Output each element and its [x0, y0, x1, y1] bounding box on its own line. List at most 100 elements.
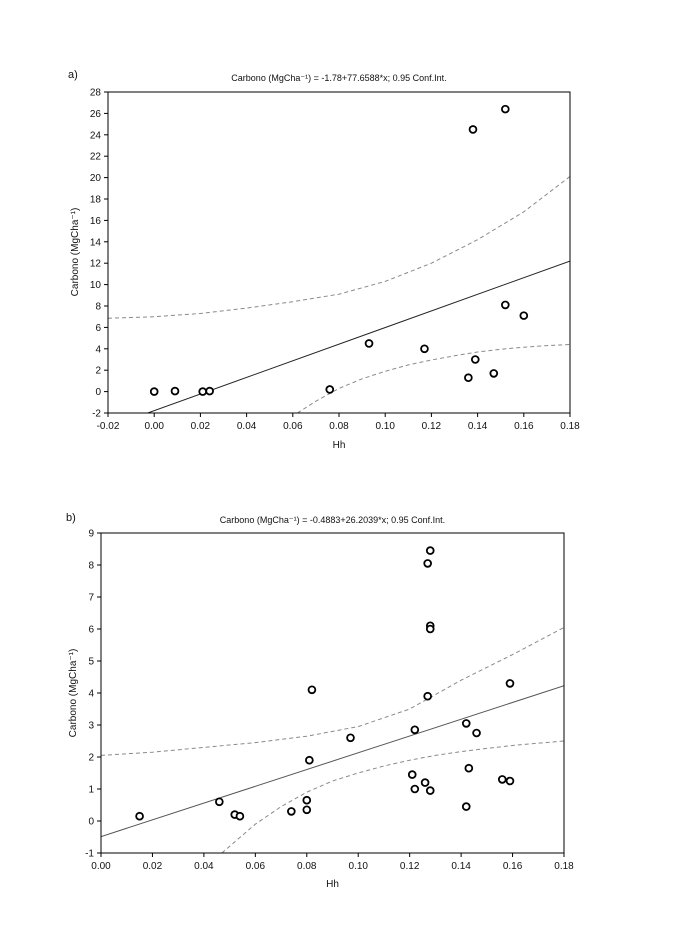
- x-tick-label: 0.14: [468, 421, 488, 432]
- data-point: [235, 811, 245, 821]
- y-tick-label: 24: [90, 130, 102, 141]
- panel-label: b): [66, 512, 76, 524]
- y-axis-label: Carbono (MgCha⁻¹): [70, 208, 81, 297]
- data-point: [307, 685, 317, 695]
- data-point: [420, 344, 429, 354]
- data-point: [519, 311, 529, 320]
- x-tick-label: 0.18: [560, 421, 580, 432]
- x-tick-label: 0.08: [329, 421, 349, 432]
- y-tick-label: 2: [88, 753, 94, 764]
- x-tick-label: 0.04: [194, 861, 214, 872]
- y-tick-label: 3: [88, 721, 94, 732]
- confidence-band-upper: [101, 626, 564, 756]
- data-point: [472, 728, 481, 738]
- data-point: [464, 763, 474, 773]
- plot-area: [108, 104, 570, 413]
- y-tick-label: 10: [90, 280, 102, 291]
- regression-line: [146, 260, 570, 413]
- data-point: [425, 786, 435, 795]
- x-axis-label: Hh: [333, 440, 346, 451]
- x-tick-label: 0.00: [144, 421, 164, 432]
- data-point: [501, 300, 510, 310]
- data-point: [461, 719, 471, 728]
- data-point: [305, 755, 314, 765]
- data-point: [198, 387, 208, 396]
- data-point: [302, 795, 312, 805]
- data-point: [215, 797, 224, 807]
- chart-title: Carbono (MgCha⁻¹) = -1.78+77.6588*x; 0.9…: [231, 73, 446, 83]
- y-tick-label: 14: [90, 237, 102, 248]
- data-point: [464, 373, 473, 382]
- y-tick-label: 22: [90, 152, 102, 163]
- x-tick-label: 0.16: [514, 421, 534, 432]
- y-tick-label: 6: [88, 625, 94, 636]
- confidence-band-lower: [297, 344, 570, 413]
- x-tick-label: 0.06: [246, 861, 266, 872]
- data-point: [423, 559, 432, 568]
- y-tick-label: -1: [85, 849, 94, 860]
- data-point: [149, 387, 159, 396]
- data-point: [410, 784, 420, 794]
- y-tick-label: 8: [95, 302, 101, 313]
- x-axis-label: Hh: [326, 879, 339, 890]
- x-tick-label: 0.02: [143, 861, 163, 872]
- data-point: [497, 775, 507, 784]
- x-tick-label: 0.12: [422, 421, 442, 432]
- data-point: [135, 811, 144, 821]
- x-tick-label: 0.08: [297, 861, 317, 872]
- x-tick-label: 0.06: [283, 421, 303, 432]
- x-tick-label: 0.02: [191, 421, 211, 432]
- y-tick-label: 6: [95, 323, 101, 334]
- x-tick-label: 0.10: [348, 861, 368, 872]
- x-tick-label: 0.00: [91, 861, 111, 872]
- y-axis-label: Carbono (MgCha⁻¹): [68, 649, 79, 738]
- plot-frame: [100, 532, 565, 854]
- y-tick-label: 4: [95, 344, 101, 355]
- data-point: [501, 104, 510, 114]
- data-point: [505, 776, 515, 786]
- data-point: [407, 770, 417, 779]
- data-point: [205, 386, 214, 396]
- x-tick-label: 0.04: [237, 421, 257, 432]
- y-tick-label: 28: [90, 88, 102, 99]
- chart-panel-1: a) Carbono (MgCha⁻¹) = -1.78+77.6588*x; 0…: [68, 69, 580, 451]
- y-tick-label: 2: [95, 366, 101, 377]
- data-point: [425, 546, 435, 555]
- y-tick-label: 4: [88, 689, 94, 700]
- y-tick-label: 9: [88, 529, 94, 540]
- data-point: [505, 679, 515, 688]
- y-tick-label: 18: [90, 195, 102, 206]
- data-point: [423, 691, 432, 701]
- y-tick-label: 0: [95, 387, 101, 398]
- plot-area: [101, 546, 564, 853]
- data-point: [468, 125, 478, 134]
- chart-panel-2: b) Carbono (MgCha⁻¹) = -0.4883+26.2039*x;…: [66, 512, 574, 890]
- x-tick-label: 0.18: [554, 861, 574, 872]
- y-tick-label: 7: [88, 593, 94, 604]
- y-tick-label: 1: [88, 785, 94, 796]
- data-point: [302, 805, 312, 815]
- data-point: [346, 733, 355, 743]
- data-point: [325, 385, 335, 394]
- data-point: [287, 807, 296, 816]
- y-tick-label: 20: [90, 173, 102, 184]
- y-tick-label: -2: [92, 409, 101, 420]
- x-tick-label: 0.10: [375, 421, 395, 432]
- data-point: [489, 369, 499, 378]
- confidence-band-upper: [108, 176, 570, 319]
- x-tick-label: 0.12: [400, 861, 420, 872]
- data-point: [461, 802, 471, 811]
- data-point: [170, 386, 180, 396]
- plot-frame: [107, 91, 571, 414]
- x-tick-label: -0.02: [97, 421, 120, 432]
- y-tick-label: 8: [88, 561, 94, 572]
- y-tick-label: 16: [90, 216, 102, 227]
- data-point: [420, 778, 430, 787]
- panel-label: a): [68, 69, 78, 81]
- data-point: [470, 355, 480, 364]
- data-point: [425, 624, 435, 634]
- regression-line: [101, 685, 564, 838]
- data-point: [364, 339, 374, 348]
- y-tick-label: 26: [90, 109, 102, 120]
